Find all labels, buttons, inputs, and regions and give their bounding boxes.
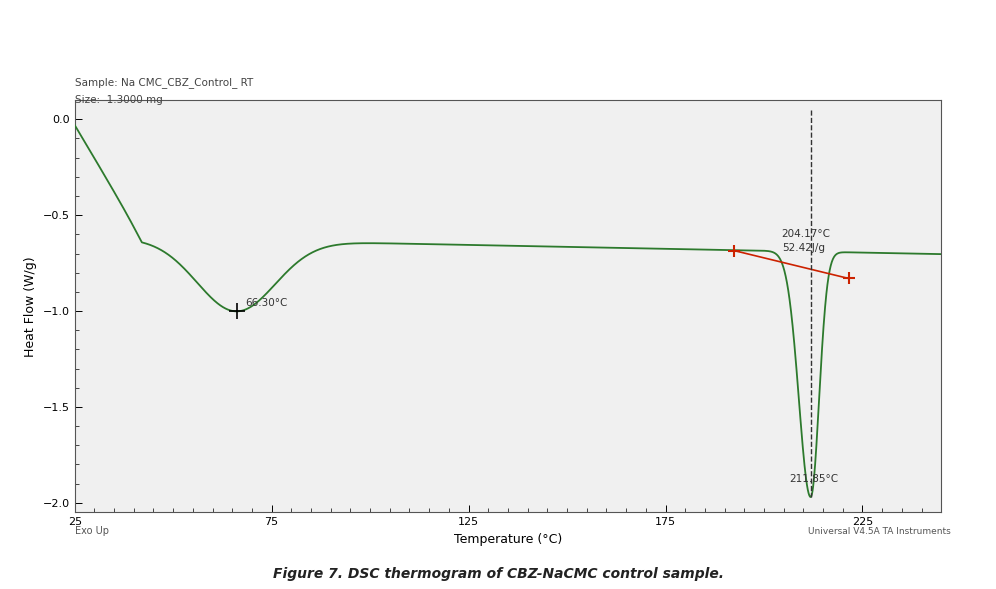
Text: 52.42J/g: 52.42J/g (782, 243, 825, 253)
Text: Sample: Na CMC_CBZ_Control_ RT: Sample: Na CMC_CBZ_Control_ RT (75, 77, 253, 88)
Text: Size:  1.3000 mg: Size: 1.3000 mg (75, 95, 162, 105)
X-axis label: Temperature (°C): Temperature (°C) (454, 533, 562, 546)
Text: Universal V4.5A TA Instruments: Universal V4.5A TA Instruments (809, 527, 951, 536)
Text: Exo Up: Exo Up (75, 526, 109, 536)
Text: 66.30°C: 66.30°C (245, 297, 288, 307)
Y-axis label: Heat Flow (W/g): Heat Flow (W/g) (24, 256, 37, 356)
Text: 211.85°C: 211.85°C (790, 474, 839, 484)
Text: 204.17°C: 204.17°C (782, 229, 831, 239)
Text: Figure 7. DSC thermogram of CBZ-NaCMC control sample.: Figure 7. DSC thermogram of CBZ-NaCMC co… (273, 567, 723, 581)
